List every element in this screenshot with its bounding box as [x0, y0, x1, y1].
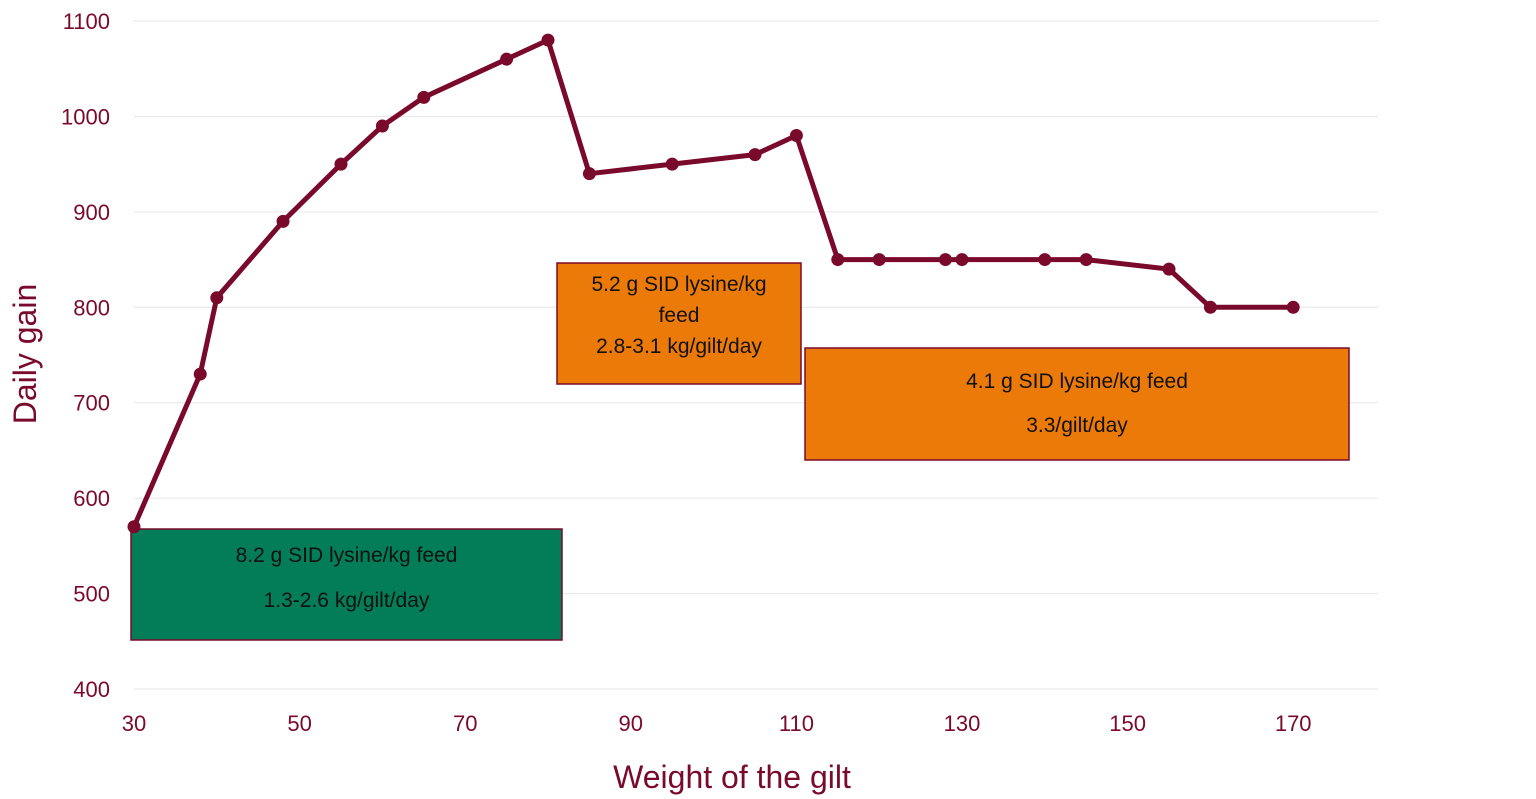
data-point [789, 129, 803, 143]
y-tick-label: 1100 [63, 9, 110, 34]
x-tick-label: 90 [619, 711, 643, 736]
x-tick-label: 30 [122, 711, 146, 736]
annotation-text: 3.3/gilt/day [1026, 414, 1128, 437]
x-tick-label: 170 [1275, 711, 1312, 736]
annotation-green-box: 8.2 g SID lysine/kg feed 1.3-2.6 kg/gilt/… [130, 528, 563, 641]
data-point [665, 157, 679, 171]
x-tick-label: 50 [287, 711, 311, 736]
annotation-box [556, 262, 802, 385]
annotation-orange-box-1: 5.2 g SID lysine/kg feed 2.8-3.1 kg/gilt/d… [556, 262, 802, 385]
data-point [831, 253, 845, 267]
x-tick-label: 130 [944, 711, 981, 736]
x-tick-label: 110 [779, 711, 814, 736]
data-point [938, 253, 952, 267]
tick-labels: 400 500 600 700 800 900 1000 1100 30 50 70 90 110 130… [61, 9, 1312, 736]
y-tick-label: 900 [73, 200, 110, 225]
annotation-text: 2.8-3.1 kg/gilt/day [596, 335, 762, 358]
data-point [500, 52, 514, 66]
annotation-orange-box-2: 4.1 g SID lysine/kg feed 3.3/gilt/day [804, 347, 1350, 461]
data-point [127, 520, 141, 534]
annotation-text: 5.2 g SID lysine/kg [591, 273, 766, 296]
data-point [417, 90, 431, 104]
y-tick-label: 700 [73, 391, 110, 416]
annotation-boxes: 8.2 g SID lysine/kg feed 1.3-2.6 kg/gilt/… [130, 262, 1350, 641]
y-tick-label: 500 [73, 582, 110, 607]
data-point [748, 148, 762, 162]
annotation-box [130, 528, 563, 641]
data-point [872, 253, 886, 267]
data-point [541, 33, 555, 47]
data-point [1203, 300, 1217, 314]
data-point [276, 214, 290, 228]
y-tick-label: 800 [73, 295, 110, 320]
y-axis-title: Daily gain [7, 284, 43, 425]
data-point [582, 167, 596, 181]
data-point [1286, 300, 1300, 314]
annotation-text: 8.2 g SID lysine/kg feed [236, 544, 458, 567]
annotation-box [804, 347, 1350, 461]
y-tick-label: 400 [73, 677, 110, 702]
x-axis-title: Weight of the gilt [613, 759, 851, 795]
data-point [1038, 253, 1052, 267]
annotation-text: feed [659, 304, 700, 327]
y-tick-label: 600 [73, 486, 110, 511]
data-point [375, 119, 389, 133]
series-line [131, 37, 1296, 530]
x-tick-label: 150 [1109, 711, 1146, 736]
annotation-text: 1.3-2.6 kg/gilt/day [264, 589, 430, 612]
y-tick-label: 1000 [61, 104, 110, 129]
data-point [1079, 253, 1093, 267]
data-point [334, 157, 348, 171]
annotation-text: 4.1 g SID lysine/kg feed [966, 370, 1188, 393]
data-point [210, 291, 224, 305]
data-point [955, 253, 969, 267]
series [127, 33, 1300, 534]
data-point [193, 367, 207, 381]
data-point [1162, 262, 1176, 276]
x-tick-label: 70 [453, 711, 477, 736]
